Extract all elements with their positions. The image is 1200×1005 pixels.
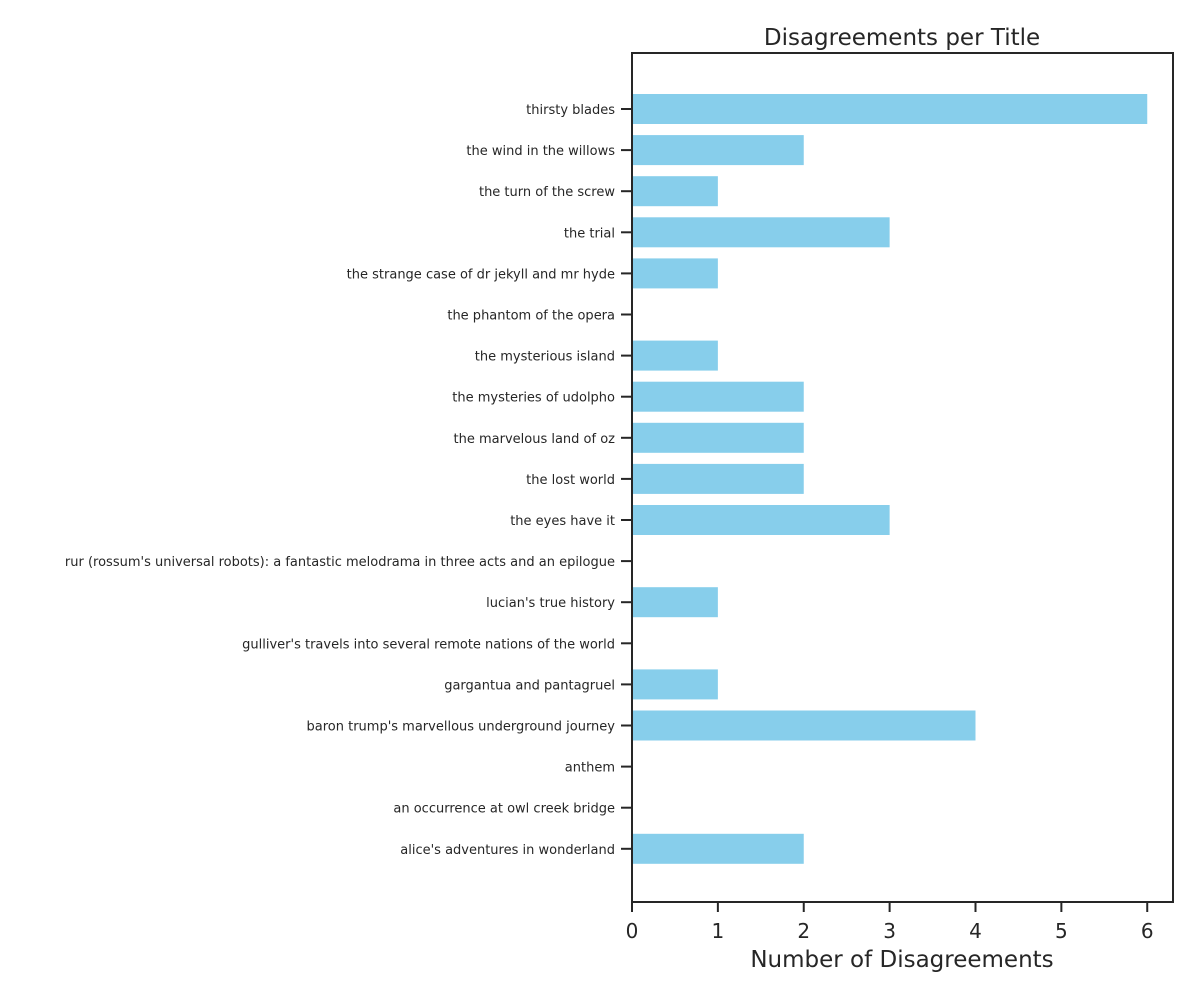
x-tick-label: 2 bbox=[797, 919, 810, 943]
x-tick-label: 1 bbox=[712, 919, 725, 943]
bar bbox=[632, 710, 976, 741]
bar bbox=[632, 217, 890, 248]
y-tick-label: the turn of the screw bbox=[479, 185, 615, 200]
bar bbox=[632, 505, 890, 535]
y-tick-label: the trial bbox=[564, 226, 615, 241]
x-axis-label: Number of Disagreements bbox=[750, 947, 1053, 973]
bar bbox=[632, 94, 1148, 124]
bar bbox=[632, 381, 804, 412]
y-tick-label: rur (rossum's universal robots): a fanta… bbox=[65, 555, 615, 570]
x-tick-label: 0 bbox=[626, 919, 639, 943]
y-tick-label: alice's adventures in wonderland bbox=[400, 843, 615, 858]
y-tick-label: the strange case of dr jekyll and mr hyd… bbox=[347, 267, 615, 282]
x-tick-label: 5 bbox=[1055, 919, 1068, 943]
bar bbox=[632, 833, 804, 864]
y-tick-label: an occurrence at owl creek bridge bbox=[393, 802, 615, 817]
y-tick-label: thirsty blades bbox=[526, 103, 615, 118]
bar bbox=[632, 587, 718, 618]
bars-layer bbox=[632, 94, 1148, 864]
bar bbox=[632, 422, 804, 453]
y-axis: thirsty blades the wind in the willows the… bbox=[65, 103, 632, 858]
bar bbox=[632, 258, 718, 289]
y-tick-label: the eyes have it bbox=[510, 514, 615, 529]
bar bbox=[632, 176, 718, 207]
y-tick-label: the lost world bbox=[526, 473, 615, 488]
bar bbox=[632, 340, 718, 371]
chart-title: Disagreements per Title bbox=[764, 25, 1040, 51]
y-tick-label: the mysterious island bbox=[475, 350, 615, 365]
y-tick-label: the marvelous land of oz bbox=[454, 432, 616, 447]
plot-frame bbox=[631, 52, 1174, 903]
x-tick-label: 3 bbox=[883, 919, 896, 943]
y-tick-label: gulliver's travels into several remote n… bbox=[242, 637, 615, 652]
bar bbox=[632, 669, 718, 700]
y-tick-label: baron trump's marvellous underground jou… bbox=[307, 720, 616, 735]
y-tick-label: the wind in the willows bbox=[466, 144, 615, 159]
x-tick-label: 4 bbox=[969, 919, 982, 943]
y-tick-label: the phantom of the opera bbox=[447, 309, 615, 324]
x-axis: 0 1 2 3 4 5 6 bbox=[626, 902, 1154, 943]
bar bbox=[632, 135, 804, 166]
y-tick-label: anthem bbox=[565, 761, 615, 776]
y-tick-label: lucian's true history bbox=[486, 596, 615, 611]
bar bbox=[632, 463, 804, 494]
x-tick-label: 6 bbox=[1141, 919, 1154, 943]
y-tick-label: the mysteries of udolpho bbox=[452, 391, 615, 406]
y-tick-label: gargantua and pantagruel bbox=[444, 678, 615, 693]
